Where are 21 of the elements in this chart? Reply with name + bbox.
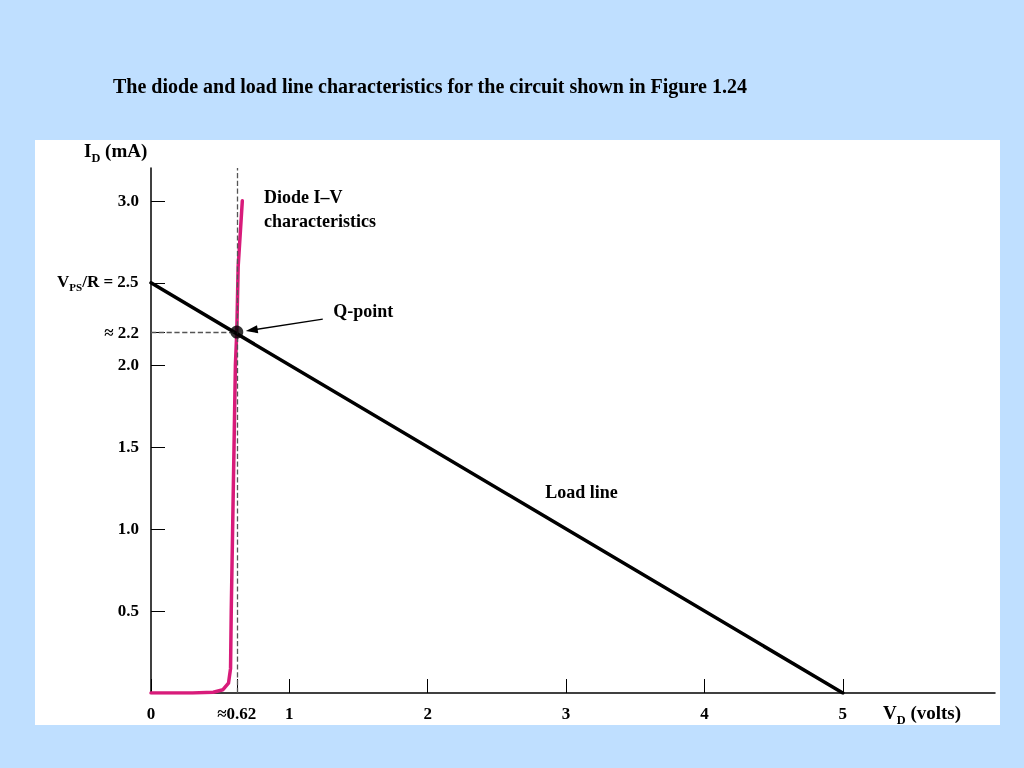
x-tick-label: 1 [285,704,294,723]
y-tick-label: V$_{PS}$/R = 2.5 [57,271,139,294]
annotation: Load line [545,481,618,502]
y-tick-label: ≈ 2.2 [104,322,139,342]
x-tick-label: 4 [700,704,710,723]
y-tick-label: 1.0 [117,519,139,539]
line-series [149,199,245,695]
x-tick-label: 0 [146,704,156,723]
annotation: Q-point [333,300,394,321]
x-tick-label: 5 [838,704,848,723]
annotation: Diode I–V characteristics [264,186,377,231]
y-tick-label: 3.0 [117,191,139,211]
y-tick-label: 0.5 [117,601,139,621]
y-tick-label: 2.0 [117,355,139,375]
x-tick-label: 2 [423,704,432,723]
y-axis-title: I$_{D}$ (mA) [84,140,148,165]
chart-title: The diode and load line characteristics for the circuit shown in Figure 1.24 [113,74,748,100]
x-tick-label: ≈0.62 [217,704,257,723]
y-tick-label: 1.5 [117,437,139,457]
x-axis-title: V$_{D}$ (volts) [883,702,962,727]
x-tick-label: 3 [561,704,571,723]
